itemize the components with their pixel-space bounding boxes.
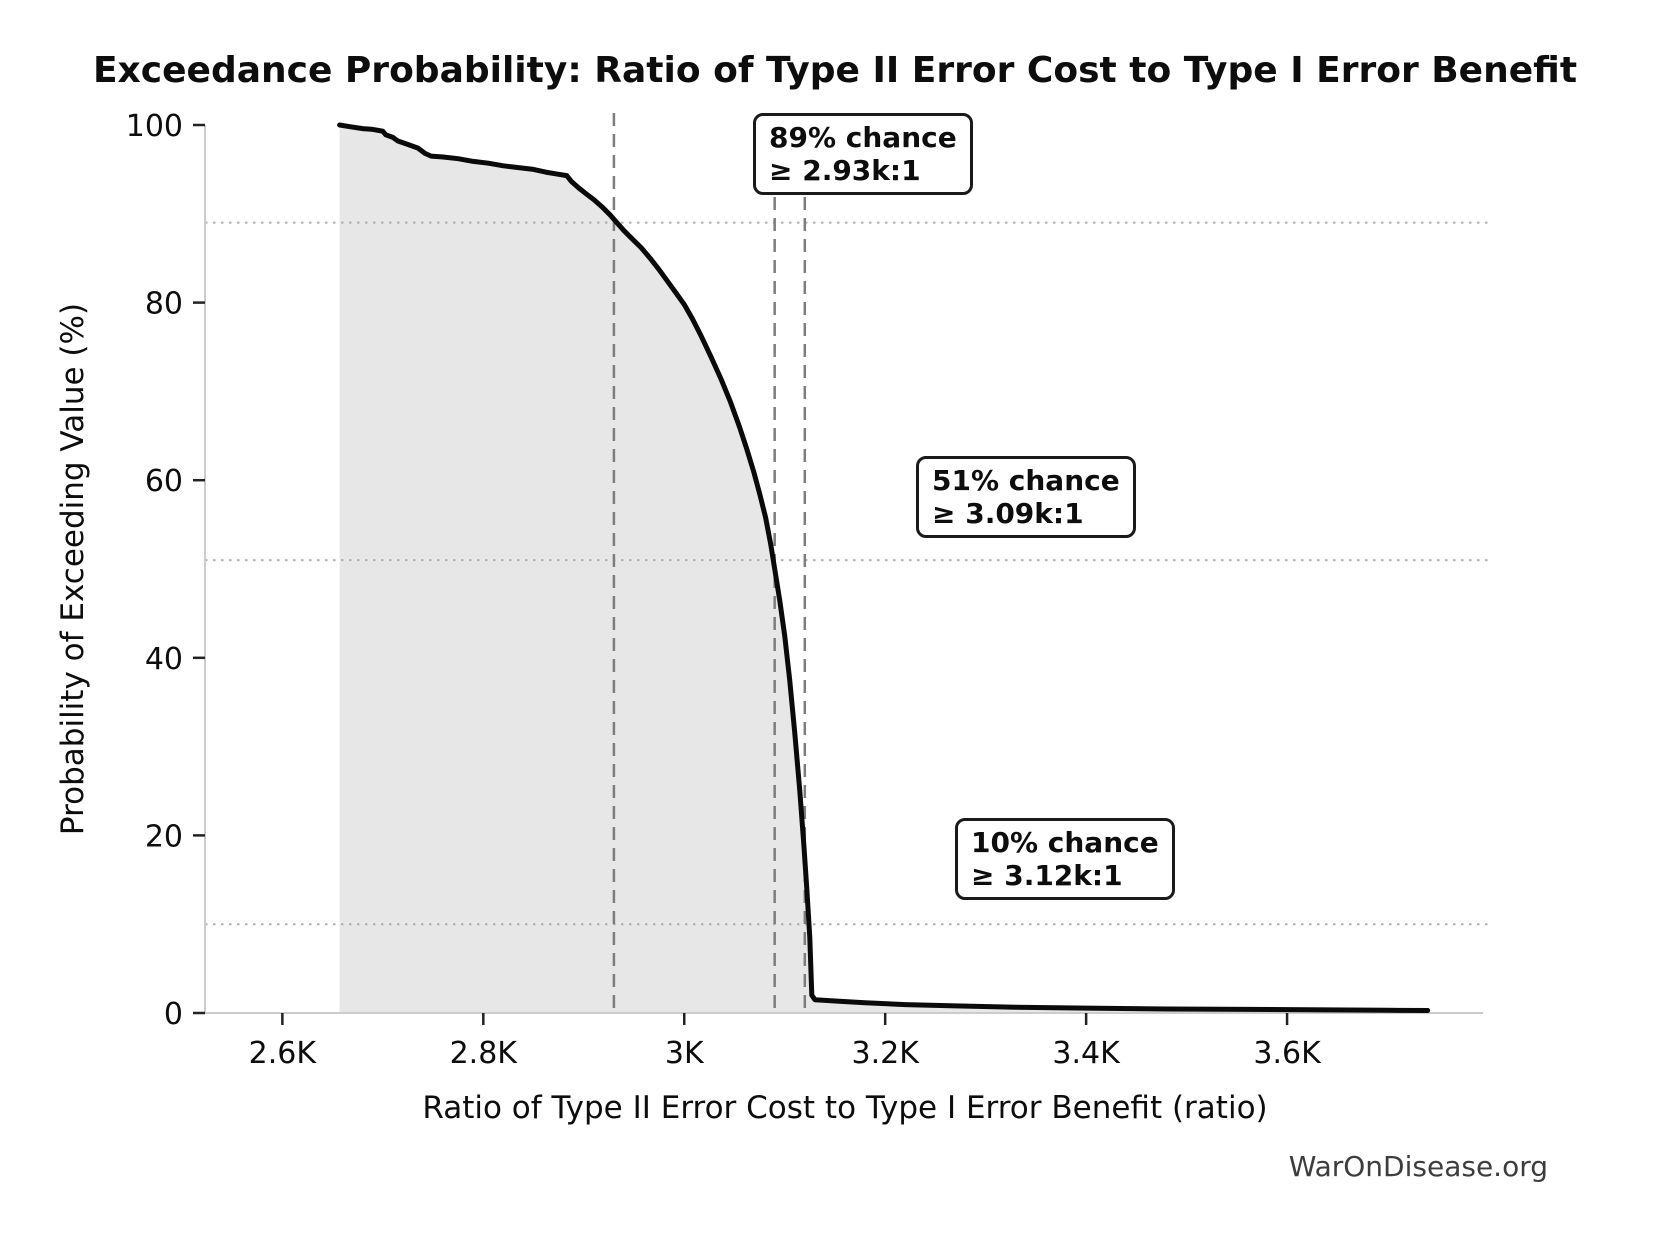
x-tick-label-3.4K: 3.4K [1052,1036,1121,1071]
annotation-chance-text: 89% chance [769,121,957,154]
watermark-text: WarOnDisease.org [1288,1150,1548,1183]
x-tick-label-2.8K: 2.8K [450,1036,519,1071]
curve-fill-area [339,125,1428,1013]
x-axis-label: Ratio of Type II Error Cost to Type I Er… [422,1090,1268,1126]
y-tick-label-40: 40 [145,642,183,677]
x-tick-label-3K: 3K [665,1036,705,1071]
y-tick-label-60: 60 [145,464,183,499]
annotation-threshold-text: ≥ 3.12k:1 [971,859,1123,892]
annotation-threshold-text: ≥ 2.93k:1 [769,154,921,187]
annotation-chance-text: 10% chance [971,826,1159,859]
x-tick-label-3.6K: 3.6K [1253,1036,1322,1071]
x-tick-label-2.6K: 2.6K [249,1036,318,1071]
annotation-10-percent: 10% chance ≥ 3.12k:1 [955,818,1175,900]
annotation-51-percent: 51% chance ≥ 3.09k:1 [916,456,1136,538]
y-tick-label-0: 0 [164,997,183,1032]
y-tick-label-100: 100 [126,109,183,144]
y-tick-label-20: 20 [145,819,183,854]
x-tick-label-3.2K: 3.2K [851,1036,920,1071]
y-tick-label-80: 80 [145,287,183,322]
chart-title: Exceedance Probability: Ratio of Type II… [92,50,1578,91]
exceedance-curve [337,122,1431,1013]
annotation-89-percent: 89% chance ≥ 2.93k:1 [753,113,973,195]
annotation-chance-text: 51% chance [932,464,1120,497]
annotation-threshold-text: ≥ 3.09k:1 [932,497,1084,530]
